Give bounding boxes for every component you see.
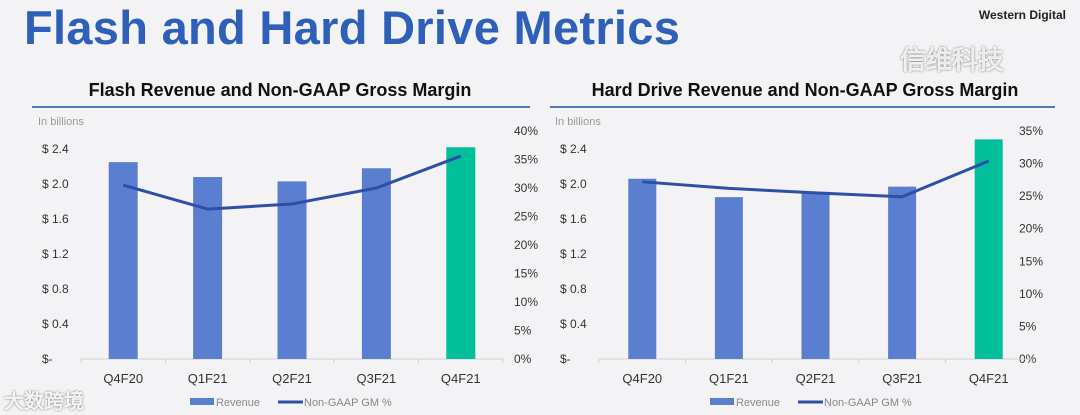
watermark-left: 大数跨境: [4, 391, 84, 413]
revenue-bar: [193, 177, 223, 359]
y-tick-label: $ 0.8: [560, 282, 587, 296]
x-tick-label: Q1F21: [709, 371, 749, 386]
y-tick-label: $ 2.4: [560, 142, 587, 156]
gm-line: [642, 159, 990, 199]
x-tick-label: Q1F21: [188, 371, 228, 386]
y2-tick-label: 10%: [514, 295, 538, 309]
y-tick-label: $-: [560, 352, 571, 366]
x-tick-label: Q4F20: [622, 371, 662, 386]
y-tick-label: $ 2.0: [42, 177, 69, 191]
revenue-bar: [361, 168, 391, 359]
y-tick-label: $ 2.4: [42, 142, 69, 156]
x-tick-label: Q3F21: [357, 371, 397, 386]
legend-label-revenue: Revenue: [216, 397, 260, 409]
y2-tick-label: 30%: [514, 181, 538, 195]
y2-tick-label: 15%: [1019, 254, 1043, 268]
y-tick-label: $ 1.2: [42, 247, 69, 261]
y-tick-label: $ 0.4: [42, 317, 69, 331]
y2-tick-label: 0%: [514, 352, 532, 366]
y-tick-label: $ 0.4: [560, 317, 587, 331]
y2-tick-label: 5%: [1019, 319, 1037, 333]
legend-swatch-revenue: [710, 398, 734, 405]
revenue-bar: [888, 186, 917, 359]
y2-tick-label: 20%: [514, 238, 538, 252]
unit-label: In billions: [555, 116, 601, 128]
y2-tick-label: 10%: [1019, 287, 1043, 301]
revenue-bar: [974, 139, 1003, 359]
hdd-chart-title: Hard Drive Revenue and Non-GAAP Gross Ma…: [591, 80, 1019, 100]
y-tick-label: $ 1.6: [560, 212, 587, 226]
y-tick-label: $ 1.2: [560, 247, 587, 261]
y-tick-label: $ 0.8: [42, 282, 69, 296]
y2-tick-label: 40%: [514, 124, 538, 138]
flash-chart-title: Flash Revenue and Non-GAAP Gross Margin: [88, 80, 472, 100]
brand-logo: Western Digital: [978, 8, 1066, 22]
y2-tick-label: 25%: [514, 210, 538, 224]
x-tick-label: Q4F21: [441, 371, 481, 386]
unit-label: In billions: [38, 116, 84, 128]
revenue-bar: [714, 197, 743, 359]
watermark-right: 信维科技: [900, 45, 1005, 75]
legend-label-gm: Non-GAAP GM %: [304, 397, 392, 409]
y2-tick-label: 35%: [1019, 124, 1043, 138]
y2-tick-label: 25%: [1019, 189, 1043, 203]
y2-tick-label: 35%: [514, 153, 538, 167]
x-tick-label: Q4F20: [103, 371, 143, 386]
y2-tick-label: 30%: [1019, 157, 1043, 171]
y-tick-label: $ 1.6: [42, 212, 69, 226]
x-tick-label: Q3F21: [882, 371, 922, 386]
y2-tick-label: 20%: [1019, 222, 1043, 236]
flash-title-rule: [32, 106, 530, 108]
revenue-bar: [801, 191, 830, 359]
hdd-title-rule: [550, 106, 1055, 108]
y2-tick-label: 15%: [514, 267, 538, 281]
legend-label-gm: Non-GAAP GM %: [824, 397, 912, 409]
x-tick-label: Q4F21: [969, 371, 1009, 386]
x-tick-label: Q2F21: [796, 371, 836, 386]
y2-tick-label: 5%: [514, 324, 532, 338]
revenue-bar: [277, 181, 307, 359]
legend-label-revenue: Revenue: [736, 397, 780, 409]
revenue-bar: [108, 162, 138, 359]
y-tick-label: $ 2.0: [560, 177, 587, 191]
x-tick-label: Q2F21: [272, 371, 312, 386]
revenue-bar: [446, 147, 476, 359]
page-title: Flash and Hard Drive Metrics: [24, 1, 681, 54]
legend-swatch-revenue: [190, 398, 214, 405]
y-tick-label: $-: [42, 352, 53, 366]
revenue-bar: [628, 178, 657, 359]
